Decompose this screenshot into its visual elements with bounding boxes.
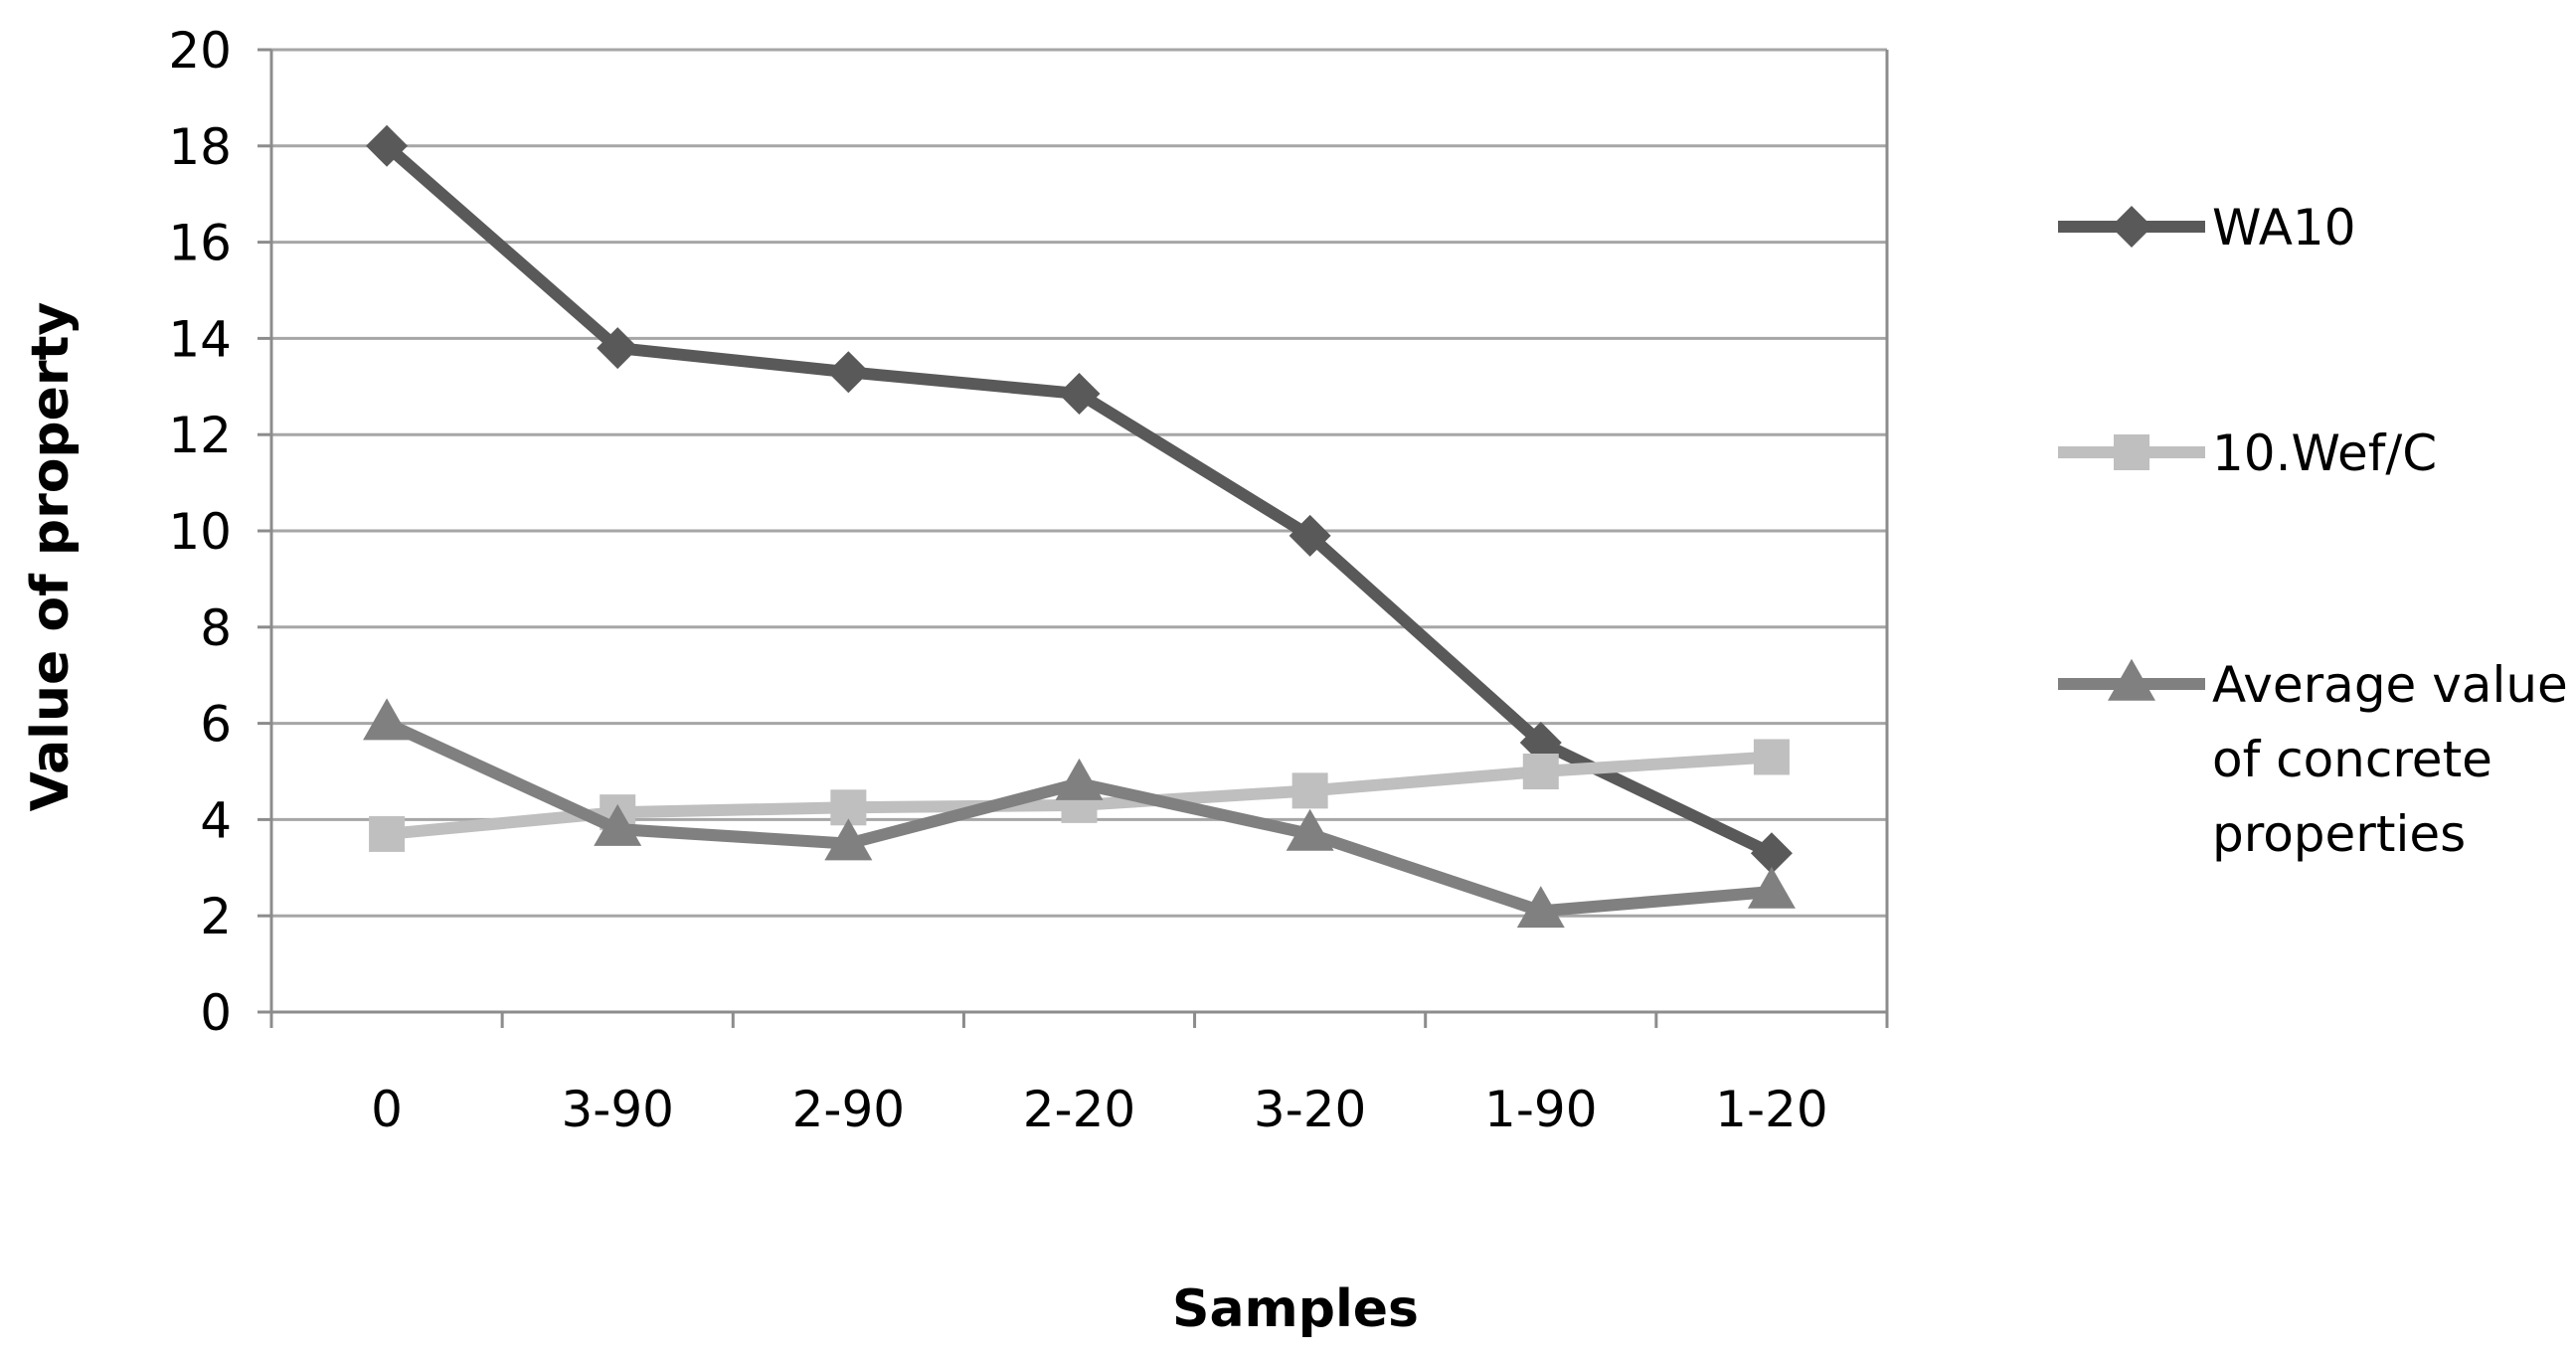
y-tick-label: 20 bbox=[168, 22, 232, 80]
y-axis-title: Value of property bbox=[21, 302, 81, 812]
data-point bbox=[1747, 866, 1796, 909]
legend-marker bbox=[2111, 206, 2152, 248]
legend: WA10 10.Wef/C Average value of concrete prop… bbox=[2058, 199, 2568, 863]
data-point bbox=[1516, 886, 1565, 929]
data-point bbox=[1753, 739, 1790, 775]
x-axis-title: Samples bbox=[1172, 1279, 1419, 1339]
series-line bbox=[383, 141, 1775, 859]
y-tick-label: 16 bbox=[168, 215, 232, 272]
x-tick-label: 3-20 bbox=[1254, 1081, 1366, 1138]
data-point bbox=[824, 818, 873, 861]
y-tick-label: 4 bbox=[200, 791, 232, 849]
data-point bbox=[1288, 514, 1331, 557]
legend-marker bbox=[2114, 434, 2149, 470]
y-tick-label: 12 bbox=[168, 407, 232, 464]
series-lines bbox=[363, 124, 1796, 929]
y-tick-label: 14 bbox=[168, 310, 232, 368]
data-point bbox=[363, 698, 412, 741]
x-tick-label: 2-20 bbox=[1023, 1081, 1135, 1138]
data-point bbox=[366, 124, 409, 167]
legend-label-line: properties bbox=[2212, 805, 2466, 863]
x-tick-label: 1-20 bbox=[1715, 1081, 1827, 1138]
y-tick-label: 0 bbox=[200, 984, 232, 1042]
y-tick-label: 10 bbox=[168, 503, 232, 561]
x-tick-label: 1-90 bbox=[1484, 1081, 1597, 1138]
y-tick-label: 2 bbox=[200, 888, 232, 945]
data-point bbox=[369, 815, 406, 852]
data-point bbox=[594, 803, 642, 846]
data-point bbox=[1750, 832, 1793, 875]
legend-label: 10.Wef/C bbox=[2212, 425, 2437, 482]
y-tick-label: 8 bbox=[200, 599, 232, 657]
data-point bbox=[1519, 721, 1562, 764]
x-tick-label: 0 bbox=[371, 1081, 403, 1138]
legend-marker bbox=[2108, 658, 2155, 701]
series-3 bbox=[363, 698, 1796, 929]
data-point bbox=[827, 351, 870, 394]
data-point bbox=[1055, 758, 1104, 800]
legend-label-line: of concrete bbox=[2212, 731, 2492, 788]
data-point bbox=[1522, 754, 1559, 789]
series-1 bbox=[366, 124, 1793, 875]
tick-labels: 0 2 4 6 8 10 12 14 16 18 20 0 3-90 2-90 2-20 3-20 1-90 1-… bbox=[168, 22, 1827, 1138]
y-tick-label: 18 bbox=[168, 118, 232, 176]
legend-label: WA10 bbox=[2212, 199, 2356, 256]
x-tick-label: 2-90 bbox=[792, 1081, 905, 1138]
data-point bbox=[1286, 808, 1334, 851]
legend-entry: WA10 bbox=[2058, 199, 2356, 256]
y-tick-label: 6 bbox=[200, 696, 232, 754]
data-point bbox=[1058, 373, 1101, 416]
data-point bbox=[1291, 772, 1328, 809]
legend-label-line: Average value bbox=[2212, 656, 2568, 714]
legend-entry: Average value of concrete properties bbox=[2058, 656, 2568, 863]
axes bbox=[258, 48, 1889, 1028]
legend-entry: 10.Wef/C bbox=[2058, 425, 2437, 482]
data-point bbox=[597, 327, 639, 370]
x-tick-label: 3-90 bbox=[561, 1081, 673, 1138]
